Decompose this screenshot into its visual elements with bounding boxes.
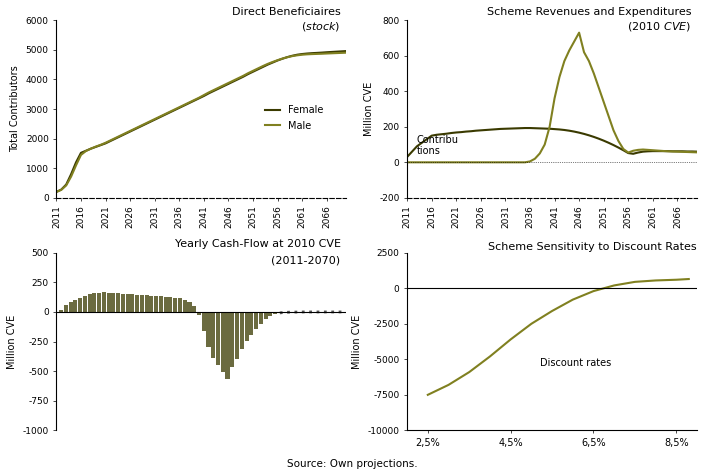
Bar — [116, 293, 120, 312]
Bar — [192, 306, 196, 312]
Bar — [159, 296, 163, 312]
Y-axis label: Million CVE: Million CVE — [7, 314, 17, 369]
Bar — [244, 312, 249, 341]
Bar — [121, 294, 125, 312]
Bar — [206, 312, 210, 347]
Bar — [92, 293, 96, 312]
Text: Yearly Cash-Flow at 2010 CVE: Yearly Cash-Flow at 2010 CVE — [175, 239, 341, 249]
Text: Scheme Revenues and Expenditures: Scheme Revenues and Expenditures — [486, 7, 691, 17]
Bar — [225, 312, 230, 379]
Y-axis label: Total Contributors: Total Contributors — [10, 66, 20, 152]
Bar — [173, 298, 177, 312]
Bar — [211, 312, 215, 357]
Bar — [187, 303, 191, 312]
Bar — [87, 294, 92, 312]
Bar — [73, 300, 77, 312]
Text: $\it{(2010\ CVE)}$: $\it{(2010\ CVE)}$ — [627, 20, 691, 33]
Text: Direct Beneficiaires: Direct Beneficiaires — [232, 7, 341, 17]
Bar — [216, 312, 220, 364]
Bar — [168, 297, 172, 312]
Bar — [78, 298, 82, 312]
Bar — [107, 293, 111, 312]
Bar — [140, 295, 144, 312]
Bar — [130, 295, 134, 312]
Text: Contribu
tions: Contribu tions — [417, 135, 459, 156]
Bar — [126, 294, 130, 312]
Bar — [230, 312, 234, 367]
Bar — [268, 312, 272, 316]
Bar — [149, 296, 153, 312]
Legend: Female, Male: Female, Male — [261, 101, 327, 135]
Bar — [68, 303, 73, 312]
Text: Scheme Sensitivity to Discount Rates: Scheme Sensitivity to Discount Rates — [489, 242, 697, 252]
Bar — [178, 298, 182, 312]
Bar — [102, 292, 106, 312]
Y-axis label: Million CVE: Million CVE — [363, 82, 374, 136]
Bar — [240, 312, 244, 349]
Bar — [59, 310, 63, 312]
Text: $\it{(stock)}$: $\it{(stock)}$ — [301, 20, 341, 33]
Bar — [221, 312, 225, 372]
Bar — [97, 293, 101, 312]
Bar — [273, 312, 277, 314]
Text: (2011-2070): (2011-2070) — [272, 255, 341, 265]
Bar — [259, 312, 263, 324]
Bar — [111, 293, 115, 312]
Bar — [83, 296, 87, 312]
Bar — [254, 312, 258, 329]
Bar — [235, 312, 239, 359]
Bar — [202, 312, 206, 331]
Bar — [263, 312, 268, 319]
Bar — [145, 295, 149, 312]
Bar — [154, 296, 158, 312]
Bar — [164, 297, 168, 312]
Text: Discount rates: Discount rates — [540, 358, 611, 369]
Bar — [135, 295, 139, 312]
Text: Source: Own projections.: Source: Own projections. — [287, 459, 417, 469]
Y-axis label: Million CVE: Million CVE — [352, 314, 362, 369]
Bar — [249, 312, 253, 335]
Bar — [64, 305, 68, 312]
Bar — [197, 312, 201, 315]
Bar — [183, 300, 187, 312]
